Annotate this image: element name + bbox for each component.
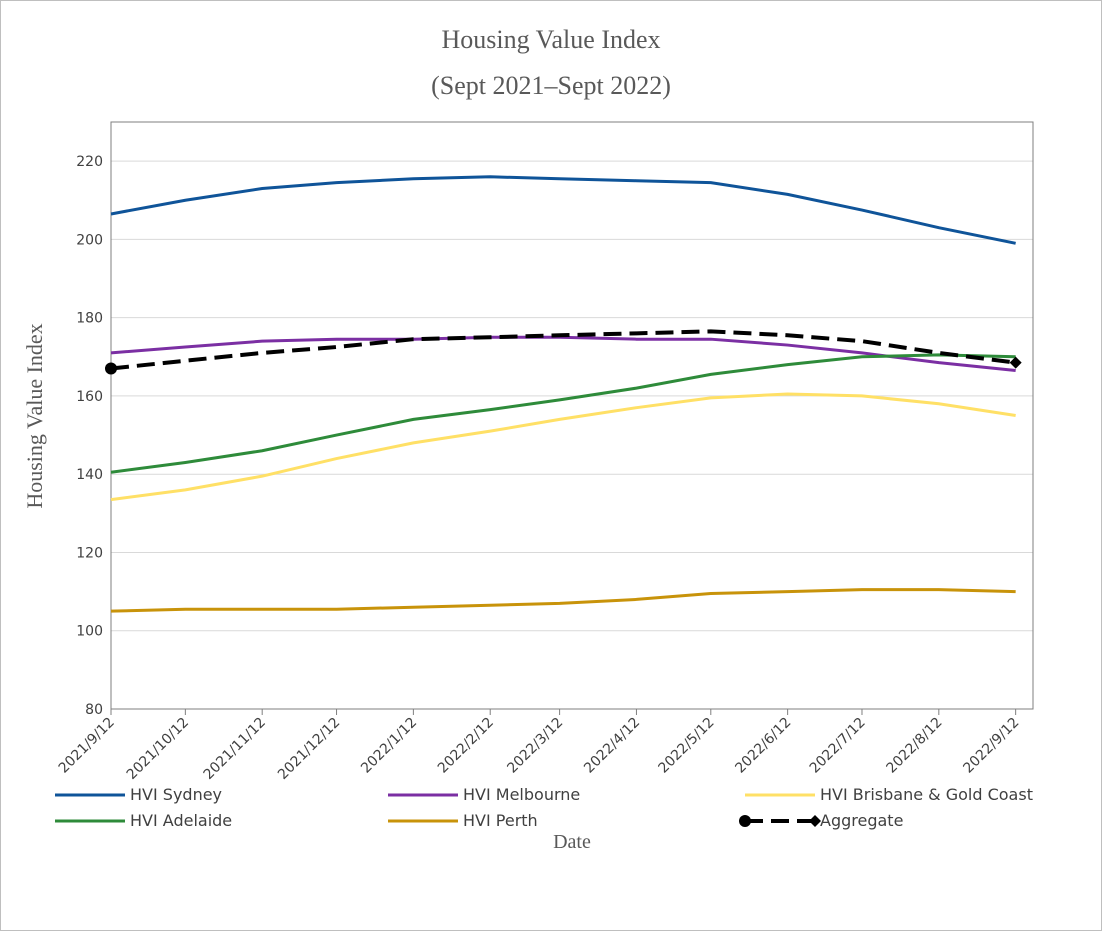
end-marker — [1009, 356, 1022, 369]
series-line — [110, 329, 1016, 371]
legend-label: HVI Sydney — [130, 785, 222, 804]
series-line — [110, 588, 1016, 613]
y-axis-label: Housing Value Index — [22, 323, 47, 508]
y-tick-label: 140 — [76, 467, 103, 483]
y-tick-label: 120 — [76, 545, 103, 561]
legend-marker — [809, 815, 821, 827]
series-line — [110, 392, 1016, 502]
plot-border — [110, 121, 1034, 710]
legend-label: HVI Perth — [463, 811, 538, 830]
chart-title: Housing Value Index — [441, 25, 660, 54]
y-tick-label: 200 — [76, 232, 103, 248]
legend-label: HVI Brisbane & Gold Coast — [820, 785, 1033, 804]
series-line — [110, 175, 1016, 245]
legend-label: Aggregate — [820, 811, 903, 830]
chart-subtitle: (Sept 2021–Sept 2022) — [431, 71, 671, 100]
series-line — [110, 353, 1016, 474]
y-tick-label: 220 — [76, 154, 103, 170]
y-tick-label: 160 — [76, 389, 103, 405]
y-tick-label: 80 — [85, 702, 103, 718]
y-tick-label: 100 — [76, 624, 103, 640]
x-axis-label: Date — [553, 831, 591, 853]
legend-label: HVI Adelaide — [130, 811, 232, 830]
start-marker — [105, 362, 117, 375]
legend-label: HVI Melbourne — [463, 785, 580, 804]
legend-marker — [739, 815, 751, 827]
y-tick-label: 180 — [76, 311, 103, 327]
